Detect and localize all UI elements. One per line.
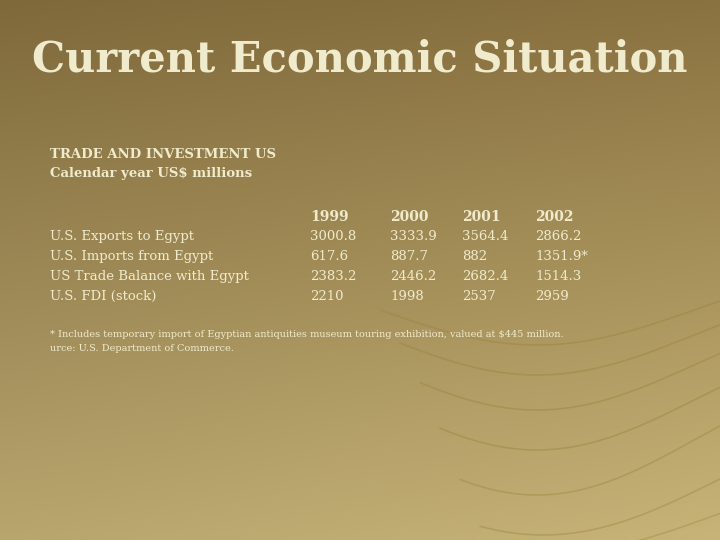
Text: 882: 882 bbox=[462, 250, 487, 263]
Text: 3564.4: 3564.4 bbox=[462, 230, 508, 243]
Text: U.S. Exports to Egypt: U.S. Exports to Egypt bbox=[50, 230, 194, 243]
Text: 1351.9*: 1351.9* bbox=[535, 250, 588, 263]
Text: 2001: 2001 bbox=[462, 210, 500, 224]
Text: Current Economic Situation: Current Economic Situation bbox=[32, 38, 688, 80]
Text: TRADE AND INVESTMENT US: TRADE AND INVESTMENT US bbox=[50, 148, 276, 161]
Text: 2210: 2210 bbox=[310, 290, 343, 303]
Text: 2383.2: 2383.2 bbox=[310, 270, 356, 283]
Text: 887.7: 887.7 bbox=[390, 250, 428, 263]
Text: 1999: 1999 bbox=[310, 210, 348, 224]
Text: 1998: 1998 bbox=[390, 290, 424, 303]
Text: 2537: 2537 bbox=[462, 290, 496, 303]
Text: US Trade Balance with Egypt: US Trade Balance with Egypt bbox=[50, 270, 249, 283]
Text: 2866.2: 2866.2 bbox=[535, 230, 581, 243]
Text: 2959: 2959 bbox=[535, 290, 569, 303]
Text: 1514.3: 1514.3 bbox=[535, 270, 581, 283]
Text: Calendar year US$ millions: Calendar year US$ millions bbox=[50, 167, 252, 180]
Text: 617.6: 617.6 bbox=[310, 250, 348, 263]
Text: U.S. FDI (stock): U.S. FDI (stock) bbox=[50, 290, 156, 303]
Text: 2446.2: 2446.2 bbox=[390, 270, 436, 283]
Text: U.S. Imports from Egypt: U.S. Imports from Egypt bbox=[50, 250, 213, 263]
Text: * Includes temporary import of Egyptian antiquities museum touring exhibition, v: * Includes temporary import of Egyptian … bbox=[50, 330, 564, 339]
Text: 3333.9: 3333.9 bbox=[390, 230, 437, 243]
Text: urce: U.S. Department of Commerce.: urce: U.S. Department of Commerce. bbox=[50, 344, 234, 353]
Text: 2000: 2000 bbox=[390, 210, 428, 224]
Text: 2002: 2002 bbox=[535, 210, 574, 224]
Text: 3000.8: 3000.8 bbox=[310, 230, 356, 243]
Text: 2682.4: 2682.4 bbox=[462, 270, 508, 283]
